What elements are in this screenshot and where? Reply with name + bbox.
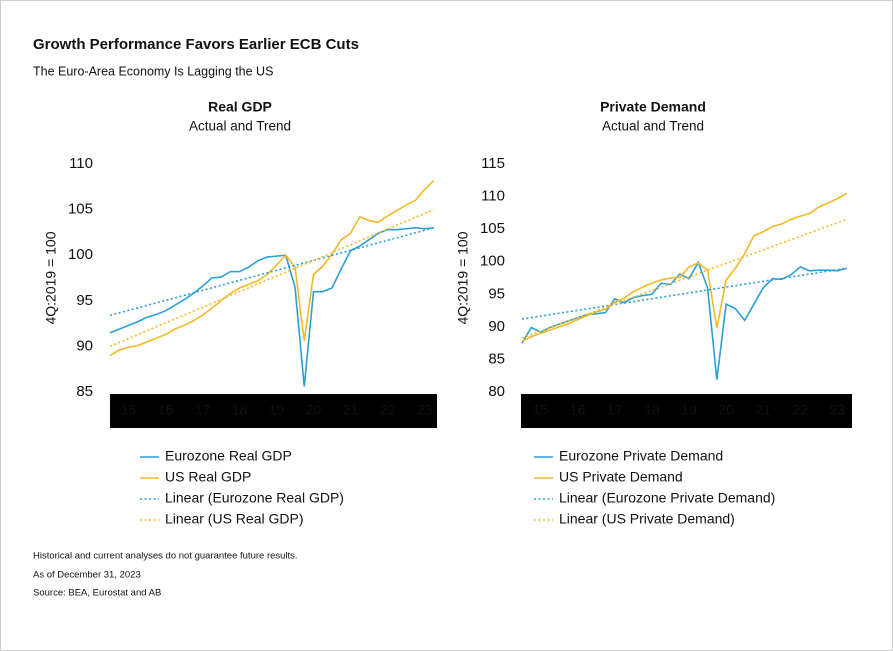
x-tick-label: 17 [607,402,623,418]
legend-label: Eurozone Real GDP [165,448,292,464]
y-tick-label: 85 [488,350,505,367]
y-tick-label: 95 [488,285,505,302]
chart-subtitle: Actual and Trend [602,119,704,134]
x-tick-label: 18 [644,402,660,418]
x-tick-label: 22 [380,402,396,418]
legend-label: Linear (Eurozone Real GDP) [165,490,344,506]
x-axis-band [521,394,852,428]
y-tick-label: 90 [488,318,505,335]
legend-label: Linear (Eurozone Private Demand) [559,490,775,506]
trend-line [109,208,435,348]
chart-title: Real GDP [208,99,272,115]
y-axis-label: 4Q:2019 = 100 [43,231,59,324]
y-tick-label: 85 [76,383,93,400]
x-tick-label: 22 [793,402,809,418]
legend-label: Linear (US Private Demand) [559,511,735,527]
x-tick-label: 15 [533,402,549,418]
x-tick-label: 20 [306,402,322,418]
y-axis-label: 4Q:2019 = 100 [455,231,471,324]
y-tick-label: 110 [69,155,93,172]
y-tick-label: 100 [68,246,93,263]
x-tick-label: 15 [121,402,137,418]
series-line [109,179,435,357]
trend-line [521,267,847,320]
y-tick-label: 95 [76,292,93,309]
page-title: Growth Performance Favors Earlier ECB Cu… [33,36,359,53]
y-tick-label: 105 [480,220,505,237]
legend-label: US Private Demand [559,469,683,485]
legend-label: Linear (US Real GDP) [165,511,304,527]
x-tick-label: 21 [343,402,359,418]
x-tick-label: 23 [417,402,433,418]
note: Historical and current analyses do not g… [33,551,298,562]
x-tick-label: 18 [232,402,248,418]
series-line [521,260,847,380]
trend-line [521,218,847,339]
trend-line [109,227,434,317]
y-tick-label: 100 [480,253,505,270]
x-tick-label: 17 [195,402,211,418]
y-tick-label: 80 [488,383,505,400]
page-subtitle: The Euro-Area Economy Is Lagging the US [33,64,273,78]
legend-label: Eurozone Private Demand [559,448,723,464]
x-tick-label: 16 [158,402,174,418]
y-tick-label: 105 [68,201,93,218]
x-tick-label: 20 [718,402,734,418]
x-tick-label: 19 [269,402,285,418]
note: As of December 31, 2023 [33,570,141,581]
chart-subtitle: Actual and Trend [189,119,291,134]
x-tick-label: 21 [755,402,771,418]
y-tick-label: 115 [481,155,505,172]
legend-label: US Real GDP [165,469,251,485]
chart-title: Private Demand [600,99,706,115]
x-axis-band [110,394,437,428]
series-line [521,192,848,342]
note: Source: BEA, Eurostat and AB [33,588,161,599]
x-tick-label: 23 [830,402,846,418]
x-tick-label: 19 [681,402,697,418]
x-tick-label: 16 [570,402,586,418]
y-tick-label: 90 [76,337,93,354]
y-tick-label: 110 [481,188,505,205]
